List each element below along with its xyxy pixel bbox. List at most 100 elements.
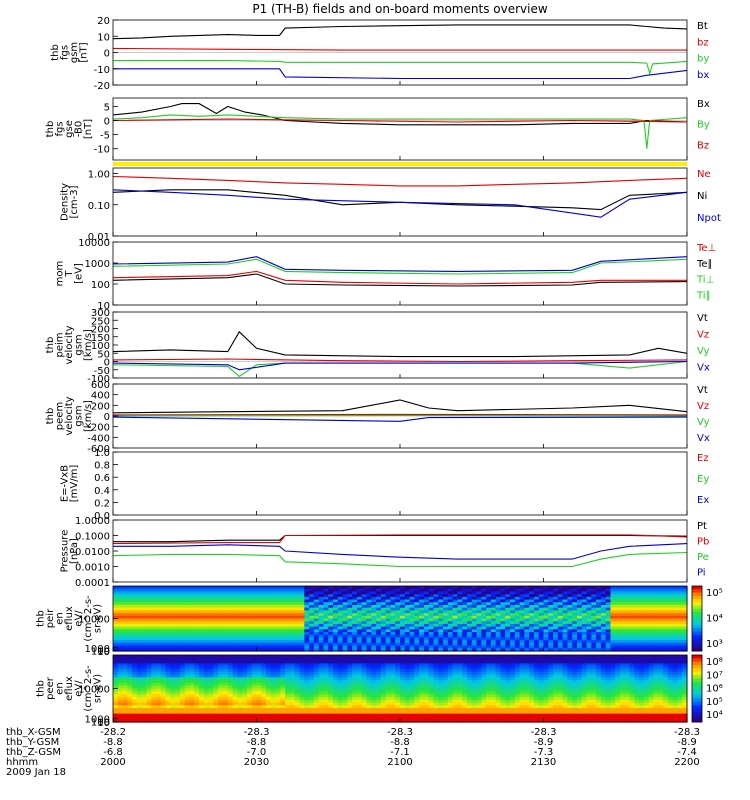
heatmap-cell <box>576 594 583 598</box>
heatmap-cell <box>423 607 430 611</box>
heatmap-cell <box>156 666 162 670</box>
heatmap-cell <box>371 713 377 718</box>
heatmap-cell <box>462 618 468 622</box>
heatmap-cell <box>643 640 650 644</box>
heatmap-cell <box>567 613 573 617</box>
heatmap-cell <box>620 642 626 647</box>
heatmap-cell <box>242 599 248 603</box>
heatmap-cell <box>639 621 645 625</box>
heatmap-cell <box>304 719 310 723</box>
heatmap-cell <box>242 613 248 617</box>
heatmap-cell <box>385 671 392 676</box>
heatmap-cell <box>414 591 420 595</box>
heatmap-cell <box>113 591 119 595</box>
heatmap-cell <box>653 594 659 598</box>
heatmap-cell <box>505 618 511 622</box>
heatmap-cell <box>428 604 435 609</box>
heatmap-cell <box>184 618 191 622</box>
heatmap-cell <box>146 699 152 704</box>
heatmap-cell <box>218 615 224 620</box>
heatmap-cell <box>304 588 310 593</box>
heatmap-cell <box>318 642 325 647</box>
heatmap-cell <box>275 663 282 667</box>
heatmap-cell <box>189 702 195 706</box>
heatmap-cell <box>380 674 387 678</box>
heatmap-cell <box>347 642 353 647</box>
heatmap-cell <box>423 594 430 598</box>
heatmap-cell <box>122 640 128 644</box>
heatmap-cell <box>294 671 301 676</box>
heatmap-cell <box>223 632 229 636</box>
heatmap-cell <box>529 626 535 630</box>
heatmap-cell <box>366 588 372 593</box>
heatmap-cell <box>400 685 406 690</box>
heatmap-cell <box>385 640 392 644</box>
heatmap-cell <box>208 713 215 718</box>
heatmap-cell <box>443 626 449 630</box>
heatmap-cell <box>342 591 348 595</box>
heatmap-cell <box>117 634 124 639</box>
heatmap-cell <box>184 599 191 603</box>
heatmap-cell <box>591 640 597 644</box>
heatmap-cell <box>361 642 368 647</box>
heatmap-cell <box>328 621 334 625</box>
heatmap-cell <box>175 682 181 687</box>
heatmap-cell <box>299 626 305 630</box>
heatmap-cell <box>471 591 478 595</box>
heatmap-cell <box>261 645 267 649</box>
heatmap-cell <box>457 713 463 718</box>
heatmap-cell <box>380 666 387 670</box>
heatmap-cell <box>447 694 454 698</box>
heatmap-cell <box>366 713 372 718</box>
heatmap-cell <box>232 691 238 695</box>
heatmap-cell <box>486 645 492 649</box>
heatmap-cell <box>242 702 248 706</box>
heatmap-cell <box>280 655 286 659</box>
heatmap-cell <box>160 594 167 598</box>
heatmap-cell <box>189 588 195 593</box>
heatmap-cell <box>342 666 348 670</box>
heatmap-cell <box>643 604 650 609</box>
heatmap-cell <box>423 694 430 698</box>
heatmap-cell <box>304 688 310 692</box>
heatmap-cell <box>289 610 296 614</box>
heatmap-cell <box>323 713 329 718</box>
heatmap-cell <box>309 621 315 625</box>
heatmap-cell <box>294 607 301 611</box>
heatmap-cell <box>328 613 334 617</box>
heatmap-cell <box>471 657 478 662</box>
heatmap-cell <box>677 602 683 606</box>
heatmap-cell <box>313 637 320 641</box>
heatmap-cell <box>510 602 516 606</box>
heatmap-cell <box>170 657 176 662</box>
heatmap-cell <box>170 621 176 625</box>
heatmap-cell <box>318 645 325 649</box>
series-Pt <box>113 534 688 543</box>
heatmap-cell <box>471 708 478 712</box>
heatmap-cell <box>318 637 325 641</box>
heatmap-cell <box>395 634 401 639</box>
heatmap-cell <box>170 642 176 647</box>
heatmap-cell <box>476 674 482 678</box>
heatmap-cell <box>179 694 186 698</box>
heatmap-cell <box>648 591 655 595</box>
heatmap-cell <box>117 615 124 620</box>
heatmap-cell <box>218 657 224 662</box>
heatmap-cell <box>223 682 229 687</box>
heatmap-cell <box>409 596 415 601</box>
heatmap-cell <box>179 610 186 614</box>
heatmap-cell <box>404 642 411 647</box>
heatmap-cell <box>333 688 339 692</box>
heatmap-cell <box>208 591 215 595</box>
heatmap-cell <box>237 586 243 590</box>
heatmap-cell <box>304 691 310 695</box>
heatmap-cell <box>165 677 171 681</box>
heatmap-cell <box>562 623 569 628</box>
heatmap-cell <box>471 694 478 698</box>
heatmap-cell <box>323 599 329 603</box>
heatmap-cell <box>146 691 152 695</box>
heatmap-cell <box>414 708 420 712</box>
heatmap-cell <box>136 696 143 701</box>
heatmap-cell <box>567 586 573 590</box>
heatmap-cell <box>117 719 124 723</box>
